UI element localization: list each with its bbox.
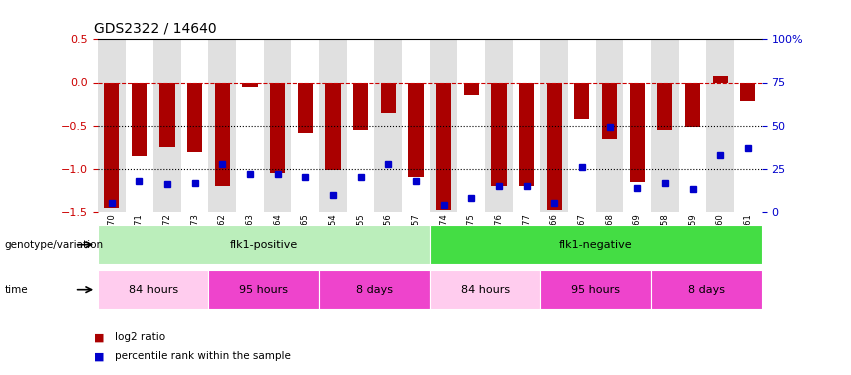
Text: 8 days: 8 days [356,285,393,295]
Bar [651,270,762,309]
Bar [546,82,562,210]
Text: percentile rank within the sample: percentile rank within the sample [115,351,291,361]
Bar [712,76,728,82]
Text: ■: ■ [94,351,104,361]
Bar [512,39,540,212]
Bar [208,39,236,212]
Bar [630,82,645,182]
Bar [159,82,174,147]
Bar [325,82,340,171]
Bar [602,82,617,139]
Bar [380,82,396,112]
Bar [214,82,230,186]
Bar [374,39,402,212]
Bar [574,82,590,119]
Bar [298,82,313,132]
Bar [740,82,756,102]
Bar [540,270,651,309]
Bar [519,82,534,186]
Bar [430,225,762,264]
Bar [485,39,512,212]
Bar [98,225,430,264]
Text: flk1-positive: flk1-positive [230,240,298,250]
Text: genotype/variation: genotype/variation [4,240,103,250]
Bar [270,82,285,173]
Bar [346,39,374,212]
Bar [734,39,762,212]
Bar [353,82,368,130]
Bar [180,39,208,212]
Text: flk1-negative: flk1-negative [559,240,632,250]
Bar [568,39,596,212]
Bar [126,39,153,212]
Text: 84 hours: 84 hours [460,285,510,295]
Text: log2 ratio: log2 ratio [115,333,165,342]
Text: GDS2322 / 14640: GDS2322 / 14640 [94,22,216,36]
Bar [464,82,479,96]
Text: time: time [4,285,28,295]
Bar [436,82,451,210]
Bar [208,270,319,309]
Bar [291,39,319,212]
Bar [264,39,291,212]
Bar [98,39,126,212]
Bar [104,82,119,208]
Bar [657,82,672,130]
Bar [153,39,180,212]
Text: 95 hours: 95 hours [239,285,288,295]
Bar [132,82,147,156]
Bar [243,82,258,87]
Bar [430,270,540,309]
Bar [98,270,208,309]
Bar [408,82,424,177]
Bar [623,39,651,212]
Bar [187,82,203,152]
Bar [457,39,485,212]
Bar [678,39,706,212]
Bar [236,39,264,212]
Text: 8 days: 8 days [688,285,725,295]
Bar [491,82,506,186]
Bar [540,39,568,212]
Bar [651,39,678,212]
Bar [402,39,430,212]
Text: 84 hours: 84 hours [129,285,178,295]
Bar [430,39,457,212]
Text: ■: ■ [94,333,104,342]
Bar [596,39,623,212]
Bar [685,82,700,128]
Text: 95 hours: 95 hours [571,285,620,295]
Bar [319,270,430,309]
Bar [706,39,734,212]
Bar [319,39,346,212]
